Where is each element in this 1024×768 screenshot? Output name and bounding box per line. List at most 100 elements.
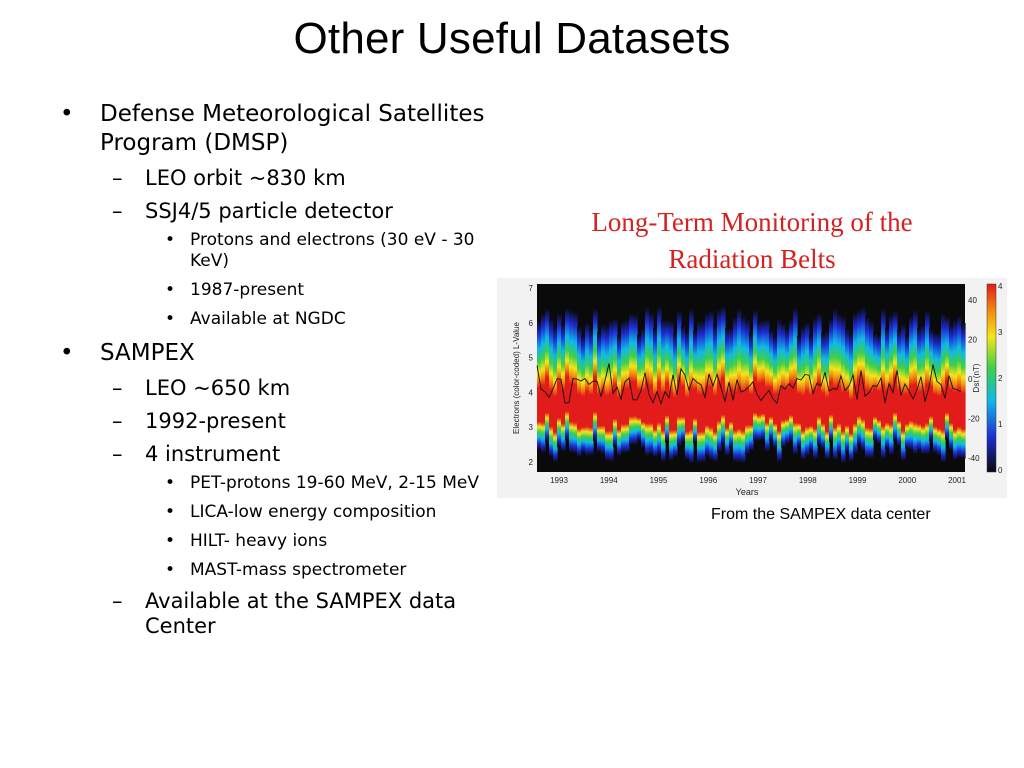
y-axis-label-right: Dst (nT) [972, 363, 981, 392]
heatmap-column [857, 309, 862, 446]
heatmap-column [585, 322, 590, 456]
sub-bullet: Available at the SAMPEX data Center [100, 589, 498, 639]
x-tick-label: 1998 [799, 476, 817, 485]
heatmap-column [573, 311, 578, 454]
heatmap-column [945, 316, 950, 440]
heatmap-column [685, 330, 690, 460]
heatmap-column [797, 335, 802, 448]
heatmap-column [597, 332, 602, 453]
heatmap-column [841, 315, 846, 464]
heatmap-column [889, 314, 894, 456]
heatmap-column [673, 332, 678, 458]
sub-sub-bullet: MAST-mass spectrometer [145, 560, 498, 581]
heatmap-column [593, 308, 598, 441]
x-tick-label: 2001 [948, 476, 966, 485]
colorbar-tick-label: 0 [998, 466, 1003, 475]
sub-bullet: LEO ~650 km [100, 376, 498, 401]
heatmap-column [777, 319, 782, 463]
sub-bullet-text: 4 instrument [145, 442, 281, 466]
heatmap-column [681, 325, 686, 443]
heatmap-column [709, 310, 714, 460]
heatmap-column [569, 309, 574, 453]
figure-caption: From the SAMPEX data center [711, 506, 931, 523]
y-tick-label-right: 40 [968, 296, 977, 305]
heatmap-column [549, 318, 554, 457]
heatmap-column [853, 312, 858, 455]
heatmap-column [829, 318, 834, 442]
x-tick-label: 1995 [650, 476, 668, 485]
x-tick-label: 2000 [898, 476, 916, 485]
heatmap-column [661, 319, 666, 462]
heatmap-column [825, 330, 830, 460]
sub-bullet: 4 instrument PET-protons 19-60 MeV, 2-15… [100, 442, 498, 581]
sub-bullet-text: SSJ4/5 particle detector [145, 199, 393, 223]
heatmap-column [901, 323, 906, 461]
y-tick-label-left: 4 [529, 388, 534, 397]
y-tick-label-right: 20 [968, 336, 977, 345]
sub-bullet-text: 1992-present [145, 409, 286, 433]
heatmap-column [621, 320, 626, 454]
heatmap-column [577, 326, 582, 457]
heatmap-column [745, 319, 750, 455]
heatmap-column [721, 306, 726, 446]
heatmap-column [645, 306, 650, 456]
heatmap-column [905, 334, 910, 449]
y-tick-label-right: -40 [968, 454, 980, 463]
figure-title: Long-Term Monitoring of the Radiation Be… [497, 204, 1007, 278]
figure-title-line1: Long-Term Monitoring of the [591, 207, 913, 237]
heatmap-column [949, 324, 954, 451]
heatmap-column [689, 308, 694, 464]
heatmap-column [741, 315, 746, 464]
heatmap-column [909, 316, 914, 451]
heatmap-column [845, 328, 850, 453]
heatmap-column [877, 334, 882, 444]
heatmap-column [765, 318, 770, 452]
colorbar [986, 283, 997, 473]
heatmap-column [833, 308, 838, 460]
heatmap-column [925, 310, 930, 455]
heatmap-column [913, 309, 918, 455]
heatmap-column [801, 326, 806, 460]
heatmap-column [849, 333, 854, 462]
heatmap-column [761, 319, 766, 440]
x-tick-label: 1996 [699, 476, 717, 485]
bullet-dmsp: Defense Meteorological Satellites Progra… [58, 100, 498, 330]
heatmap-column [629, 313, 634, 446]
heatmap-column [821, 333, 826, 449]
y-axis-label-left: Electrons (color-coded) L-Value [512, 322, 521, 434]
dst-line [536, 363, 962, 406]
colorbar-tick-label: 2 [998, 374, 1003, 383]
sub-bullet-text: Available at the SAMPEX data Center [145, 589, 457, 638]
sub-sub-bullet: Protons and electrons (30 eV - 30 KeV) [145, 230, 498, 272]
colorbar-tick-label: 4 [998, 282, 1003, 291]
sub-sub-bullet: PET-protons 19-60 MeV, 2-15 MeV [145, 473, 498, 494]
heatmap-column [885, 327, 890, 450]
heatmap-column [749, 333, 754, 451]
heatmap-column [865, 316, 870, 459]
heatmap-column [809, 334, 814, 452]
heatmap-column [941, 313, 946, 463]
heatmap-column [933, 331, 938, 453]
colorbar-tick-label: 1 [998, 420, 1003, 429]
colorbar-tick-label: 3 [998, 328, 1003, 337]
heatmap-column [817, 313, 822, 446]
heatmap-column [757, 321, 762, 442]
heatmap-column [789, 319, 794, 442]
heatmap-column [861, 306, 866, 451]
heatmap-column [537, 320, 542, 450]
heatmap-column [649, 312, 654, 455]
heatmap-column [553, 325, 558, 463]
heatmap-column [653, 328, 658, 458]
sub-sub-bullet: LICA-low energy composition [145, 502, 498, 523]
heatmap-column [773, 335, 778, 449]
heatmap-column [581, 335, 586, 453]
sub-bullet: LEO orbit ~830 km [100, 166, 498, 191]
heatmap-column [897, 329, 902, 447]
heatmap-column [961, 323, 966, 459]
x-axis-label: Years [736, 487, 759, 497]
slide-title: Other Useful Datasets [293, 14, 731, 63]
heatmap-column [893, 310, 898, 441]
bullet-text: SAMPEX [100, 340, 195, 366]
heatmap-column [693, 330, 698, 443]
heatmap-column [953, 319, 958, 461]
